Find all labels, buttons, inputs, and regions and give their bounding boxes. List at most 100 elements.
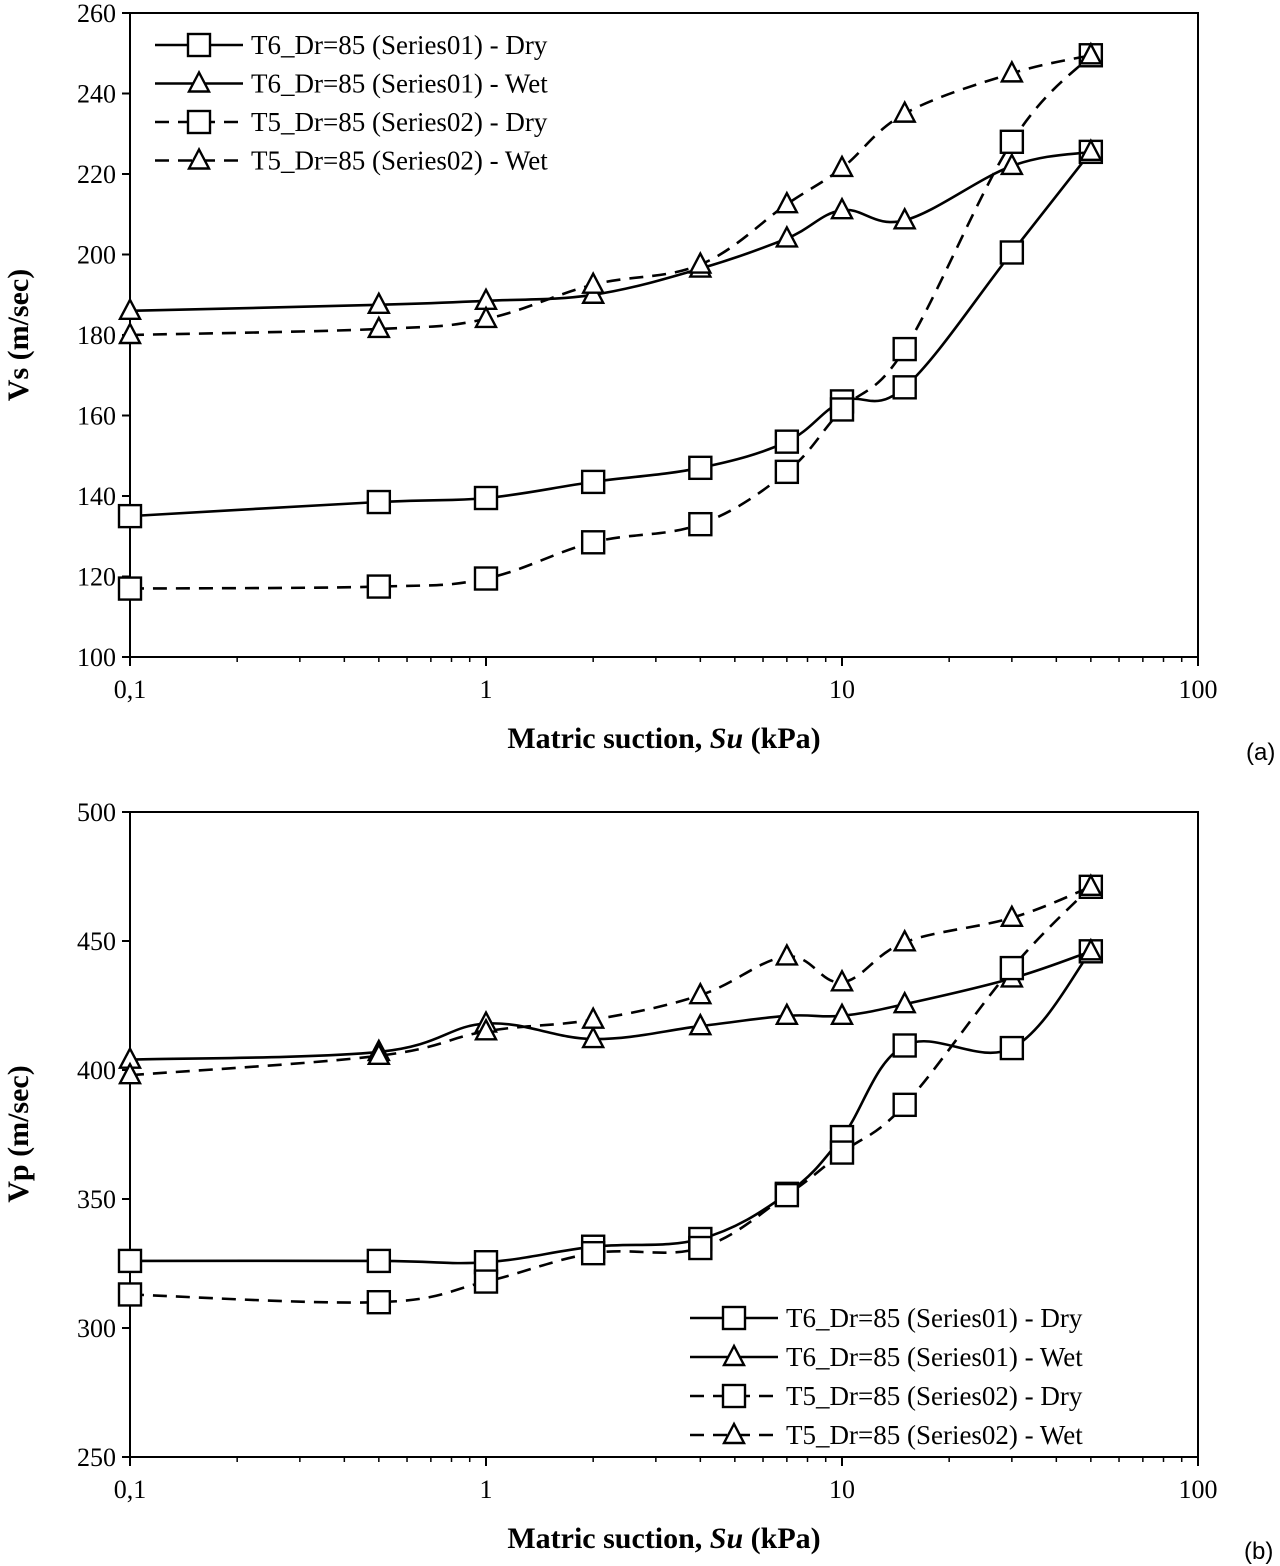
data-point	[474, 305, 498, 329]
data-point	[366, 574, 392, 599]
x-tick-label: 0,1	[114, 675, 147, 704]
data-point	[999, 904, 1024, 927]
x-tick-label: 1	[480, 675, 493, 704]
x-axis-label-symbol: Su	[710, 1522, 743, 1555]
data-point	[829, 397, 855, 422]
panel-label: (b)	[1244, 1538, 1273, 1565]
legend-label: T5_Dr=85 (Series02) - Wet	[786, 1420, 1083, 1450]
y-tick-label: 450	[77, 927, 116, 956]
y-tick-label: 200	[77, 241, 116, 270]
data-point	[774, 429, 800, 454]
data-point	[892, 990, 917, 1014]
x-axis-label-symbol: Su	[710, 722, 743, 755]
data-point	[688, 1012, 713, 1036]
data-point	[892, 1033, 917, 1058]
legend-label: T6_Dr=85 (Series01) - Wet	[251, 69, 548, 99]
legend-marker	[722, 1421, 746, 1445]
data-point	[581, 1006, 606, 1029]
x-tick-label: 100	[1179, 675, 1218, 704]
legend-item: T5_Dr=85 (Series02) - Dry	[155, 107, 548, 137]
x-tick-label: 10	[829, 675, 855, 704]
y-tick-label: 220	[77, 160, 116, 189]
y-axis-ticks: 250 300 350 400 450 500	[77, 798, 130, 1472]
x-tick-label: 0,1	[114, 1475, 147, 1504]
data-point	[999, 59, 1024, 83]
plot-frame	[129, 811, 1199, 1458]
series-2	[118, 937, 1103, 1069]
legend-marker	[186, 109, 212, 135]
data-point	[581, 271, 606, 294]
data-point	[1078, 937, 1103, 961]
data-point	[473, 566, 499, 591]
y-tick-label: 120	[77, 563, 116, 592]
data-point	[688, 250, 713, 274]
series-layer	[117, 873, 1104, 1315]
y-tick-label: 350	[77, 1185, 116, 1214]
x-tick-label: 10	[829, 1475, 855, 1504]
series-line	[129, 151, 1092, 518]
legend-label: T5_Dr=85 (Series02) - Dry	[786, 1381, 1083, 1411]
legend-item: T5_Dr=85 (Series02) - Wet	[155, 146, 548, 176]
legend-item: T6_Dr=85 (Series01) - Wet	[155, 69, 548, 99]
data-point	[366, 1042, 391, 1066]
legend-marker	[186, 32, 212, 58]
data-point	[892, 206, 917, 230]
legend-label: T6_Dr=85 (Series01) - Dry	[786, 1303, 1083, 1333]
legend-marker	[187, 146, 211, 170]
data-point	[117, 576, 143, 601]
data-point	[999, 240, 1025, 265]
x-axis-label-suffix: (kPa)	[743, 1522, 821, 1555]
x-axis-label: Matric suction, Su (kPa)	[507, 1522, 820, 1555]
y-tick-label: 160	[77, 402, 116, 431]
x-axis-label-prefix: Matric suction,	[507, 722, 709, 755]
legend: T6_Dr=85 (Series01) - Dry T6_Dr=85 (Serie…	[690, 1303, 1083, 1450]
x-tick-label: 100	[1179, 1475, 1218, 1504]
data-point	[892, 100, 917, 123]
data-point	[117, 503, 143, 529]
data-point	[830, 154, 854, 178]
data-point	[830, 968, 854, 992]
data-point	[830, 196, 854, 220]
data-point	[1078, 873, 1103, 897]
x-axis-ticks: 0,1 1 10 100	[114, 1457, 1218, 1504]
data-point	[829, 1140, 855, 1165]
data-point	[774, 1002, 799, 1026]
chart-panel-a: 100 120 140 160 180 200 220 240 260 0,1 1 10 100 Vs…	[2, 0, 1275, 766]
data-point	[366, 1289, 392, 1315]
data-point	[999, 955, 1025, 981]
series-layer	[117, 41, 1104, 601]
legend-label: T6_Dr=85 (Series01) - Wet	[786, 1342, 1083, 1372]
data-point	[688, 455, 713, 481]
x-tick-label: 1	[480, 1475, 493, 1504]
series-line	[129, 885, 1092, 1077]
x-axis-ticks: 0,1 1 10 100	[114, 657, 1218, 704]
legend: T6_Dr=85 (Series01) - Dry T6_Dr=85 (Serie…	[155, 30, 548, 176]
y-tick-label: 100	[77, 643, 116, 672]
legend-item: T5_Dr=85 (Series02) - Dry	[690, 1381, 1083, 1411]
data-point	[774, 1182, 800, 1208]
data-point	[118, 297, 142, 321]
legend-marker	[187, 69, 211, 93]
data-point	[774, 224, 799, 248]
y-tick-label: 180	[77, 321, 116, 350]
data-point	[366, 315, 391, 339]
data-point	[580, 1240, 606, 1266]
data-point	[580, 530, 606, 555]
series-line	[129, 54, 1092, 337]
data-point	[1078, 41, 1103, 65]
data-point	[892, 1092, 917, 1118]
y-tick-label: 240	[77, 80, 116, 109]
data-point	[688, 981, 713, 1005]
legend-marker	[721, 1383, 747, 1409]
series-1	[117, 939, 1104, 1275]
data-point	[892, 928, 917, 952]
data-point	[473, 1269, 499, 1294]
legend-item: T6_Dr=85 (Series01) - Dry	[155, 30, 548, 60]
y-axis-label: Vp (m/sec)	[2, 1065, 35, 1202]
x-axis-label-suffix: (kPa)	[743, 722, 821, 755]
data-point	[688, 1235, 713, 1261]
legend-item: T5_Dr=85 (Series02) - Wet	[690, 1420, 1083, 1450]
y-axis-ticks: 100 120 140 160 180 200 220 240 260	[77, 0, 130, 672]
